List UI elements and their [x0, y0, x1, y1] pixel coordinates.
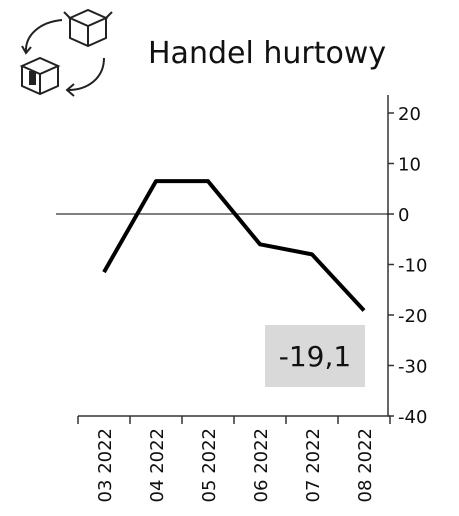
x-tick-label: 04 2022: [147, 428, 168, 502]
y-tick-label: -40: [398, 407, 427, 428]
y-tick-label: 10: [398, 155, 421, 176]
x-tick-label: 06 2022: [251, 428, 272, 502]
value-label: -19,1: [279, 340, 351, 373]
x-tick-label: 05 2022: [199, 428, 220, 502]
value-label-box: [265, 325, 365, 387]
y-tick-label: -20: [398, 306, 427, 327]
icon: [19, 8, 113, 97]
x-tick-label: 07 2022: [303, 428, 324, 502]
y-tick-label: 20: [398, 104, 421, 125]
line: [102, 179, 366, 312]
x-tick-label: 08 2022: [355, 428, 376, 502]
x-tick-label: 03 2022: [95, 428, 116, 502]
y-tick-label: -30: [398, 357, 427, 378]
y-tick-label: -10: [398, 256, 427, 277]
chart-title: Handel hurtowy: [148, 36, 386, 71]
y-tick-label: 0: [398, 205, 409, 226]
